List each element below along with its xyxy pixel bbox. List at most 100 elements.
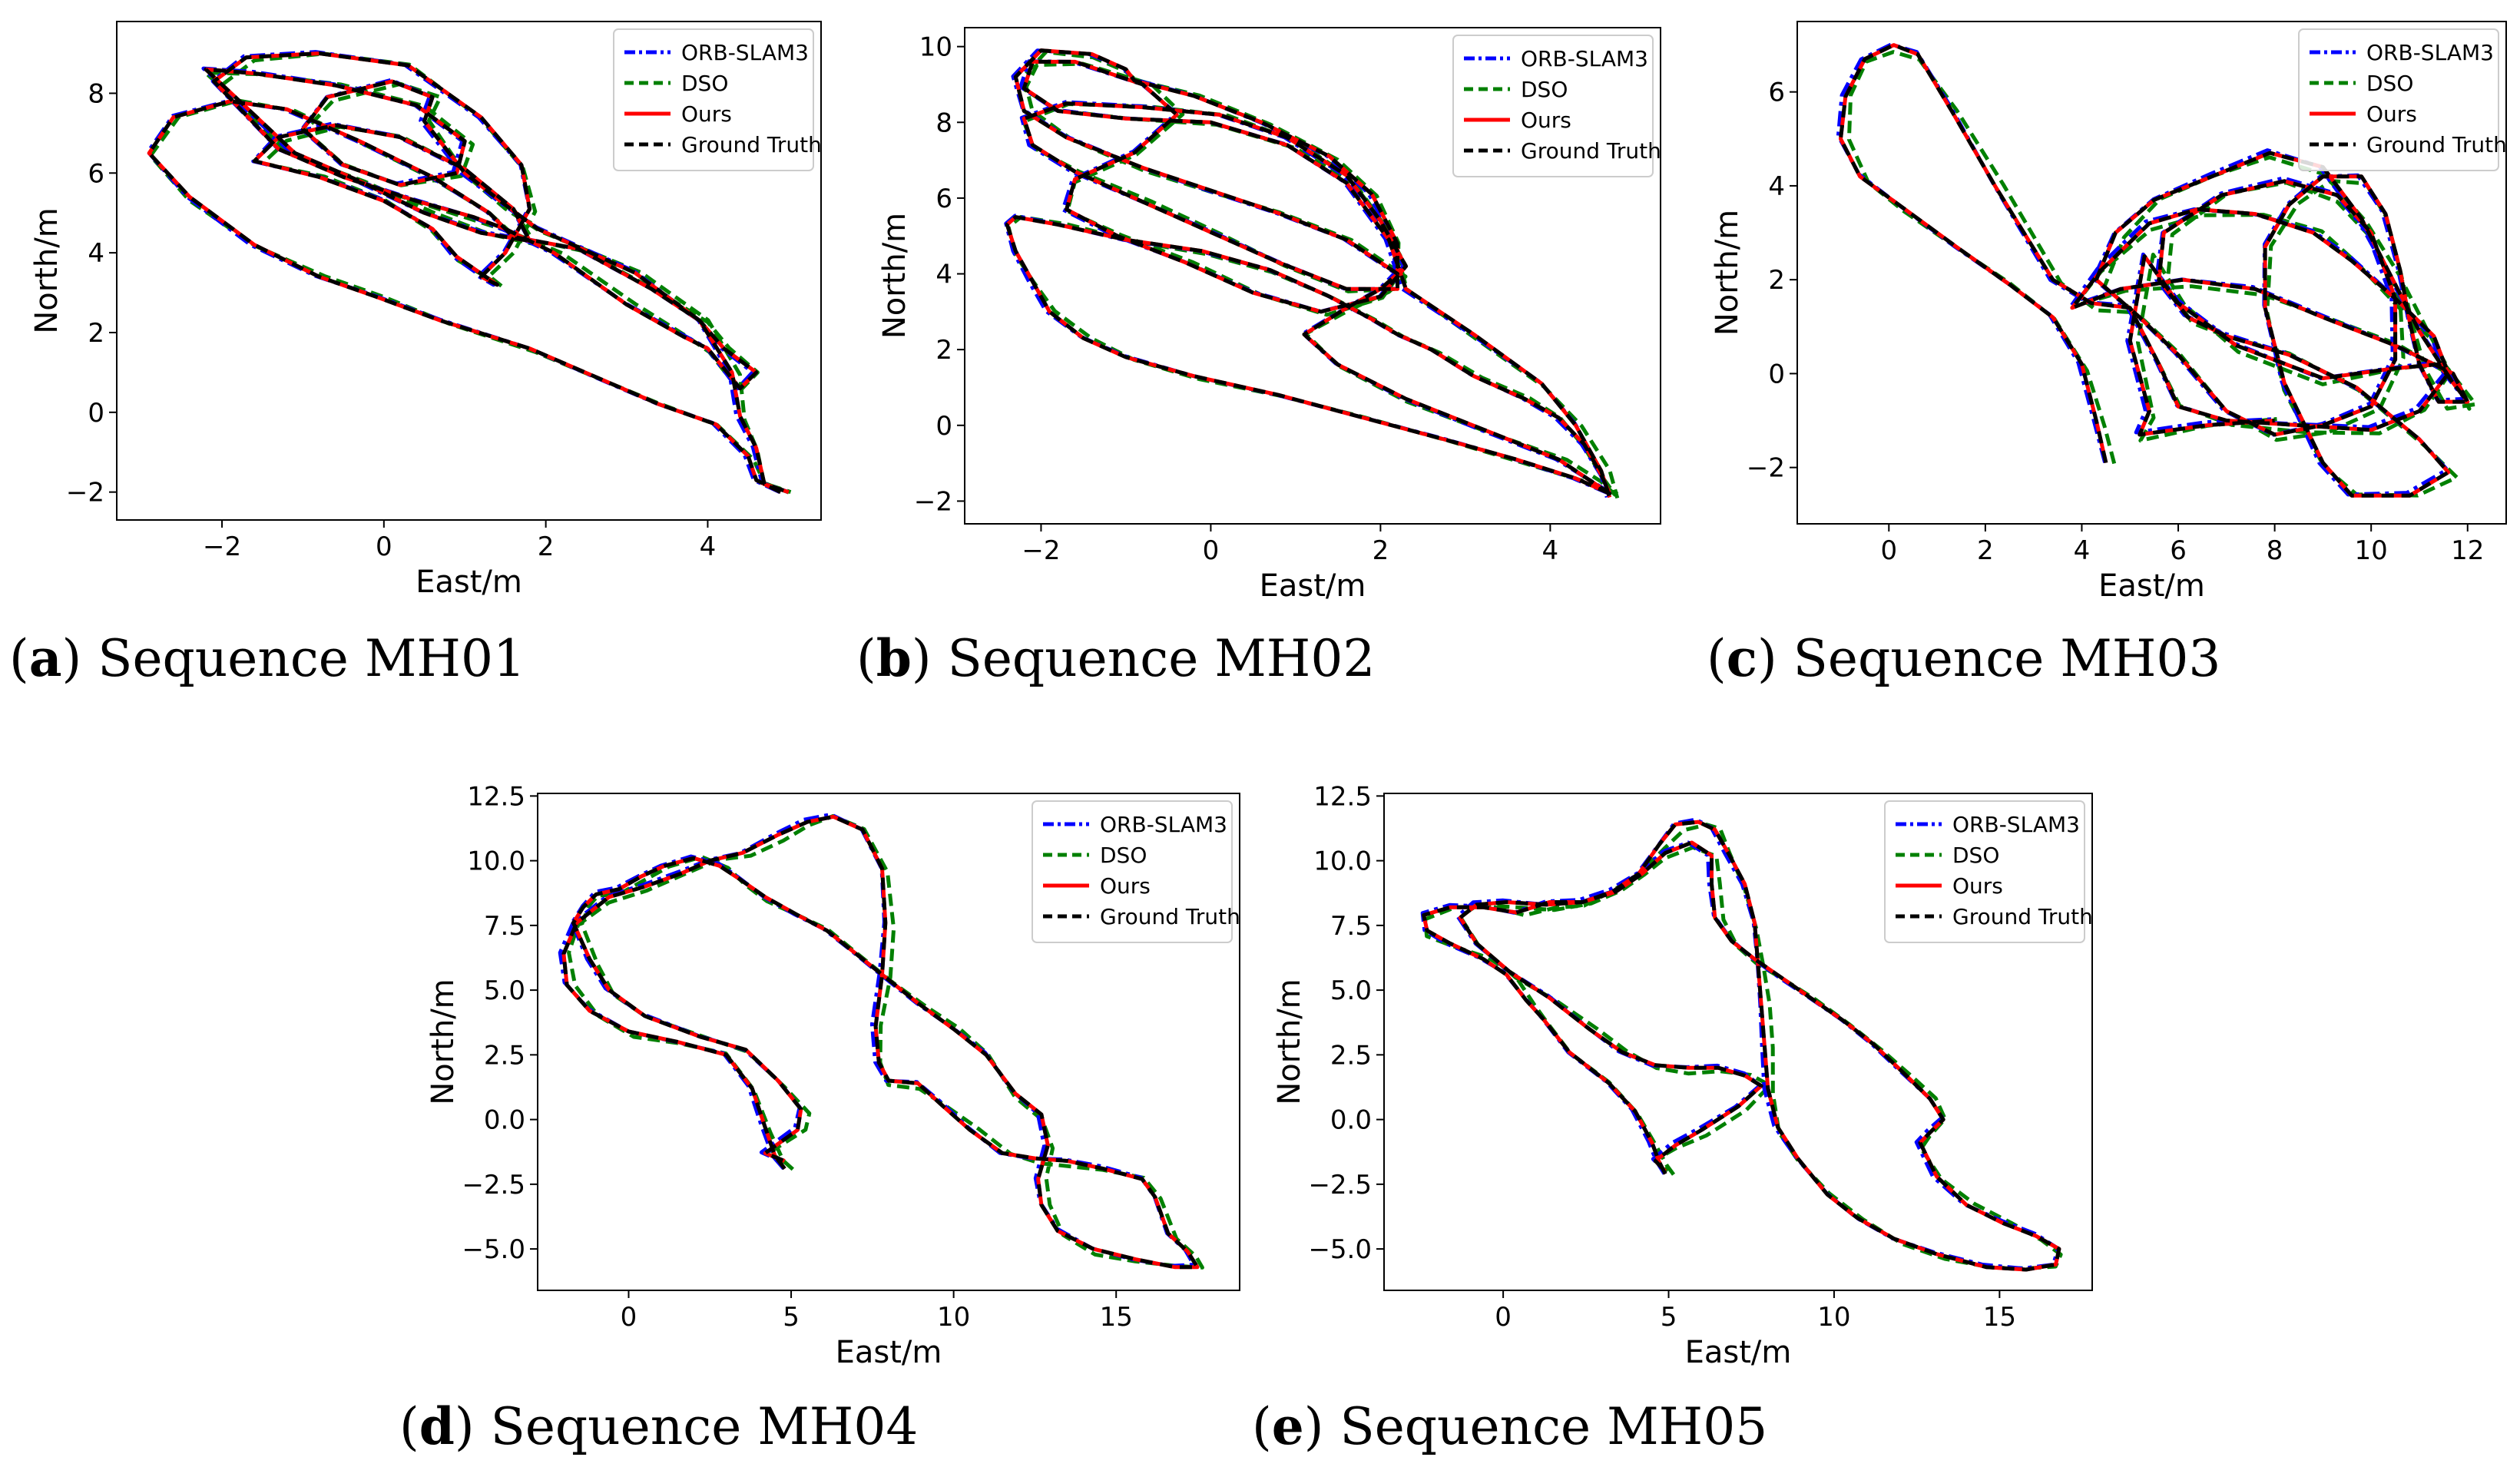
- y-tick-label: 0.0: [484, 1105, 525, 1136]
- x-tick-label: 8: [2267, 535, 2283, 566]
- legend-label: Ours: [2366, 101, 2417, 127]
- x-tick-label: 0: [621, 1302, 637, 1333]
- y-tick-label: 0.0: [1330, 1105, 1372, 1136]
- legend: ORB-SLAM3 DSO Ours Ground Truth: [1452, 35, 1661, 177]
- y-tick-label: 4: [935, 260, 952, 290]
- legend-label: DSO: [681, 71, 728, 96]
- y-tick-label: 5.0: [484, 975, 525, 1006]
- series-group: [146, 50, 792, 495]
- y-tick-label: 10.0: [1313, 846, 1372, 877]
- panel-caption: (c) Sequence MH03: [1707, 628, 2220, 688]
- legend-label: Ground Truth: [681, 132, 822, 157]
- x-tick-label: 10: [937, 1302, 970, 1333]
- x-tick-label: 0: [1880, 535, 1897, 566]
- legend-box: [1032, 800, 1233, 943]
- y-tick-label: 7.5: [484, 911, 525, 942]
- x-tick-label: −2: [203, 532, 241, 562]
- y-tick-label: −5.0: [1308, 1234, 1372, 1265]
- x-axis-label: East/m: [836, 1335, 942, 1370]
- x-tick-label: 0: [1203, 535, 1220, 566]
- panel-e: 0 5 10 15 −5.0 −2.5 0.0 2.5 5.0 7.5 10.0 12.5 East/m…: [1252, 781, 2093, 1456]
- legend-label: Ground Truth: [1100, 904, 1240, 929]
- y-axis-label: North/m: [1710, 210, 1745, 336]
- legend: ORB-SLAM3 DSO Ours Ground Truth: [1884, 800, 2093, 943]
- legend-label: Ours: [1100, 873, 1151, 899]
- legend-label: ORB-SLAM3: [2366, 40, 2494, 65]
- x-axis-label: East/m: [416, 565, 522, 600]
- y-tick-label: −5.0: [462, 1234, 525, 1265]
- y-axis-label: North/m: [877, 213, 912, 339]
- legend-label: ORB-SLAM3: [1521, 46, 1648, 71]
- panel-caption: (b) Sequence MH02: [856, 628, 1375, 688]
- y-tick-label: −2: [66, 478, 104, 508]
- legend-label: Ground Truth: [1521, 138, 1661, 164]
- series-line-ground-truth: [561, 814, 1200, 1270]
- x-tick-label: 4: [1542, 535, 1559, 566]
- y-tick-label: 2.5: [1330, 1040, 1372, 1071]
- legend-box: [1452, 35, 1654, 177]
- legend-label: DSO: [2366, 71, 2413, 96]
- panel-caption: (d) Sequence MH04: [399, 1396, 918, 1456]
- legend-label: ORB-SLAM3: [1952, 812, 2080, 837]
- y-tick-label: 10.0: [467, 846, 525, 877]
- y-tick-label: −2.5: [1308, 1170, 1372, 1200]
- series-line-ground-truth: [1839, 43, 2470, 498]
- y-tick-label: 12.5: [467, 781, 525, 812]
- y-tick-label: 2: [935, 335, 952, 366]
- panel-caption: (e) Sequence MH05: [1252, 1396, 1767, 1456]
- y-axis-label: North/m: [426, 979, 461, 1104]
- series-group: [1004, 48, 1620, 499]
- x-tick-label: 5: [783, 1302, 800, 1333]
- legend-label: Ours: [1952, 873, 2003, 899]
- legend-label: DSO: [1100, 843, 1147, 868]
- y-tick-label: 4: [88, 238, 104, 269]
- legend-box: [2298, 28, 2499, 171]
- y-tick-label: 0: [1768, 359, 1785, 389]
- x-tick-label: 15: [1983, 1302, 2016, 1333]
- legend-box: [1884, 800, 2085, 943]
- y-tick-label: −2.5: [462, 1170, 525, 1200]
- legend-label: DSO: [1521, 77, 1568, 102]
- x-tick-label: 12: [2451, 535, 2484, 566]
- y-tick-label: 8: [935, 108, 952, 138]
- y-tick-label: 10: [919, 32, 952, 63]
- series-line-dso: [567, 814, 1204, 1270]
- y-tick-label: 0: [88, 398, 104, 429]
- y-axis-label: North/m: [29, 207, 65, 333]
- y-tick-label: 2: [88, 318, 104, 349]
- legend: ORB-SLAM3 DSO Ours Ground Truth: [613, 28, 822, 171]
- legend-label: ORB-SLAM3: [1100, 812, 1227, 837]
- x-tick-label: −2: [1022, 535, 1060, 566]
- panel-caption: (a) Sequence MH01: [9, 628, 525, 688]
- x-tick-label: 4: [2074, 535, 2091, 566]
- panel-c: 0 2 4 6 8 10 12−20246East/mNorth/mORB-SLAM3DSO…: [1707, 21, 2507, 688]
- panel-a: −2 0 2 4 −2 0 2 4 6 8 East/m North/m ORB-SLAM3 DSO Our…: [9, 21, 822, 688]
- legend-box: [613, 28, 814, 171]
- y-tick-label: 12.5: [1313, 781, 1372, 812]
- x-tick-label: 15: [1100, 1302, 1133, 1333]
- panel-d: 0 5 10 15 −5.0 −2.5 0.0 2.5 5.0 7.5 10.0 12.5 East/m…: [399, 781, 1240, 1456]
- legend-label: ORB-SLAM3: [681, 40, 809, 65]
- y-tick-label: 5.0: [1330, 975, 1372, 1006]
- series-line-ours: [1422, 820, 2061, 1272]
- x-tick-label: 10: [2355, 535, 2388, 566]
- x-tick-label: 2: [1977, 535, 1994, 566]
- y-tick-label: −2: [914, 486, 952, 517]
- series-group: [1420, 817, 2063, 1272]
- panel-b: −2 0 2 4−20246810East/mNorth/mORB-SLAM3DSOO…: [856, 27, 1661, 688]
- x-tick-label: 10: [1817, 1302, 1850, 1333]
- legend-label: Ours: [1521, 108, 1571, 133]
- series-line-ground-truth: [147, 51, 790, 495]
- y-tick-label: 6: [1768, 78, 1785, 108]
- y-tick-label: 2: [1768, 265, 1785, 296]
- legend: ORB-SLAM3 DSO Ours Ground Truth: [2298, 28, 2507, 171]
- series-group: [558, 813, 1204, 1270]
- y-tick-label: 7.5: [1330, 911, 1372, 942]
- legend: ORB-SLAM3 DSO Ours Ground Truth: [1032, 800, 1240, 943]
- x-tick-label: 2: [1373, 535, 1389, 566]
- y-tick-label: 8: [88, 78, 104, 109]
- y-tick-label: 2.5: [484, 1040, 525, 1071]
- y-tick-label: −2: [1747, 453, 1785, 484]
- x-tick-label: 0: [376, 532, 392, 562]
